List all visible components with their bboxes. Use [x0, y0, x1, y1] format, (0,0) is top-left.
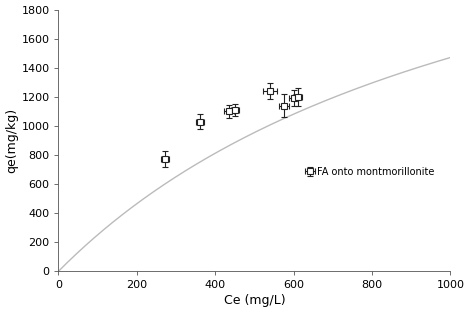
- X-axis label: Ce (mg/L): Ce (mg/L): [224, 295, 285, 307]
- Legend: FA onto montmorillonite: FA onto montmorillonite: [302, 164, 438, 180]
- Y-axis label: qe(mg/kg): qe(mg/kg): [6, 108, 18, 173]
